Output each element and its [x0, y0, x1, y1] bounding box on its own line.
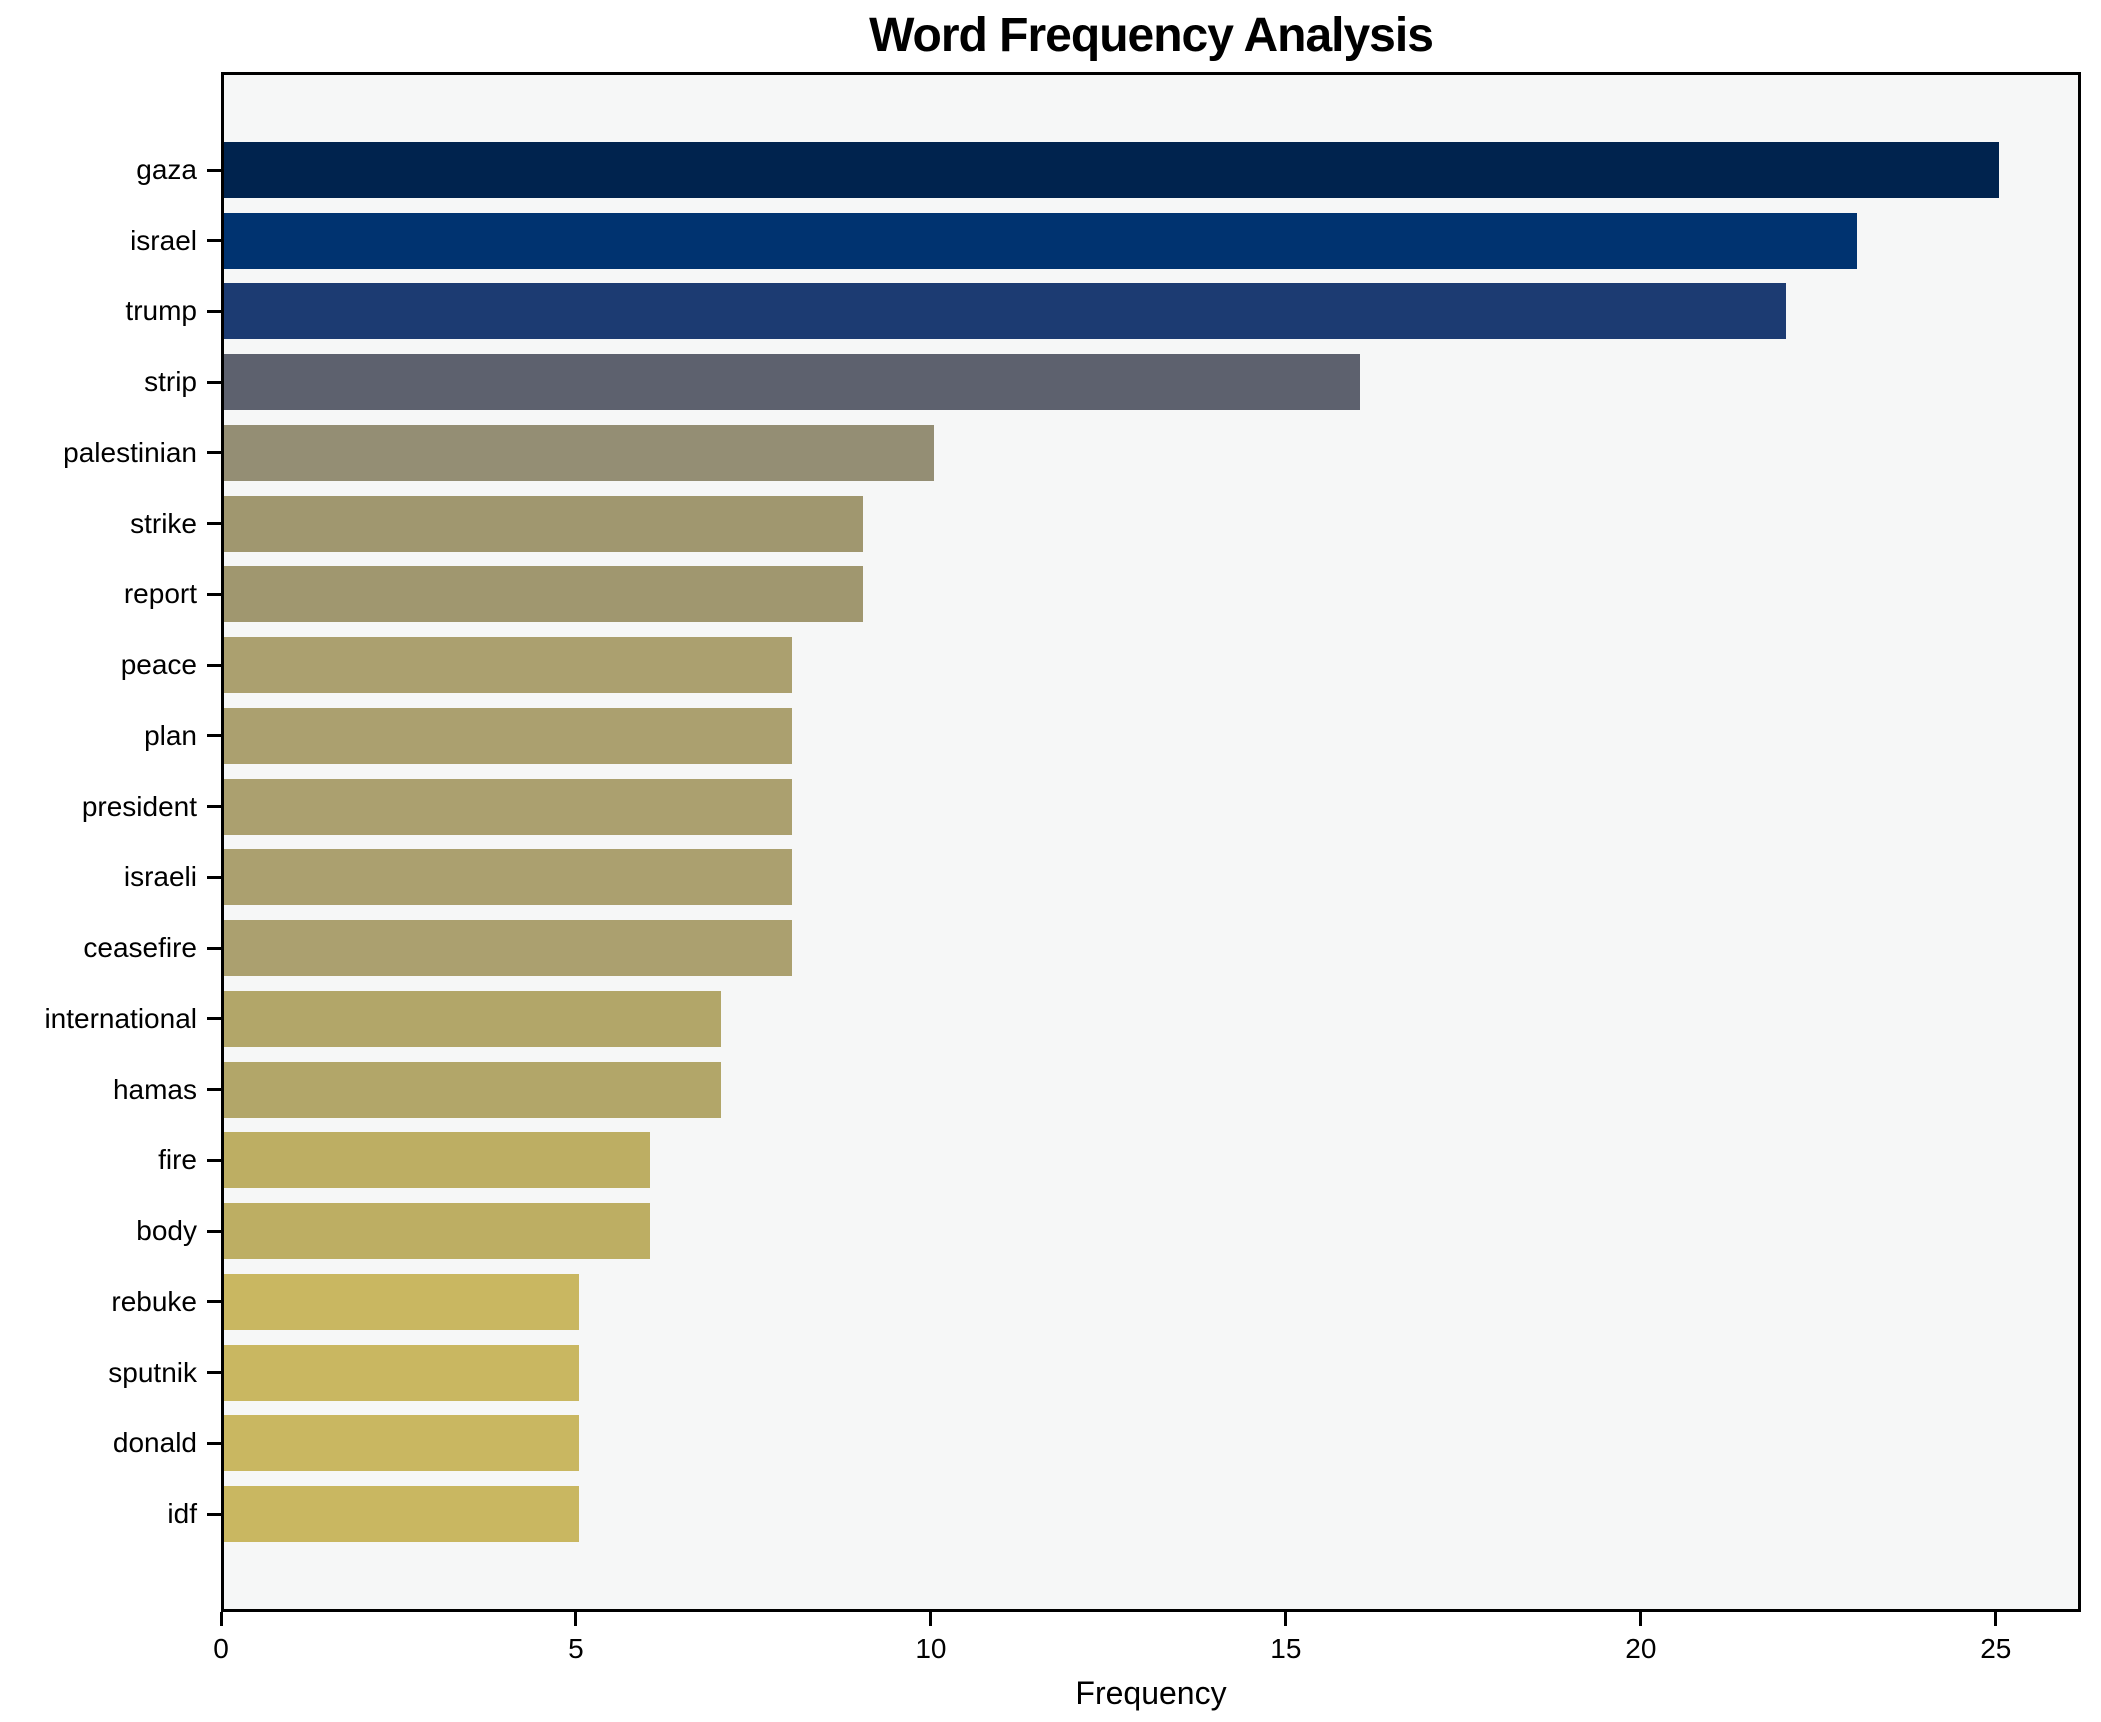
y-tick-label-trump: trump — [125, 295, 197, 327]
y-tick-label-israel: israel — [130, 224, 197, 256]
y-tick-mark-trump — [207, 309, 221, 313]
chart-title: Word Frequency Analysis — [869, 9, 1434, 62]
bar-idf — [224, 1486, 579, 1542]
y-tick-label-hamas: hamas — [112, 1073, 197, 1105]
y-tick-label-peace: peace — [120, 649, 197, 681]
y-tick-label-international: international — [44, 1002, 197, 1034]
plot-area — [221, 72, 2081, 1612]
bar-gaza — [224, 142, 1999, 198]
y-tick-mark-palestinian — [207, 451, 221, 455]
y-tick-mark-gaza — [207, 168, 221, 172]
y-tick-label-strike: strike — [130, 507, 197, 539]
x-tick-mark-10 — [929, 1612, 933, 1626]
y-tick-mark-donald — [207, 1441, 221, 1445]
bar-report — [224, 566, 863, 623]
y-tick-label-ceasefire: ceasefire — [83, 932, 197, 964]
bar-plan — [224, 707, 792, 764]
y-tick-label-gaza: gaza — [136, 154, 197, 185]
y-tick-label-donald: donald — [112, 1427, 197, 1459]
bar-donald — [224, 1415, 579, 1472]
y-tick-mark-ceasefire — [207, 946, 221, 950]
y-tick-label-idf: idf — [167, 1498, 197, 1529]
x-tick-mark-20 — [1639, 1612, 1643, 1626]
x-tick-label-0: 0 — [213, 1633, 229, 1664]
y-tick-mark-report — [207, 592, 221, 596]
y-tick-mark-international — [207, 1017, 221, 1021]
x-tick-label-20: 20 — [1625, 1633, 1657, 1664]
y-tick-mark-president — [207, 805, 221, 809]
x-tick-label-15: 15 — [1270, 1633, 1302, 1664]
y-tick-mark-israel — [207, 239, 221, 243]
y-tick-mark-sputnik — [207, 1371, 221, 1375]
y-tick-mark-plan — [207, 734, 221, 738]
bar-body — [224, 1203, 650, 1260]
y-tick-mark-strip — [207, 380, 221, 384]
x-tick-mark-0 — [219, 1612, 223, 1626]
bar-hamas — [224, 1061, 721, 1118]
y-tick-label-body: body — [136, 1215, 197, 1247]
bar-israeli — [224, 849, 792, 906]
bar-president — [224, 778, 792, 835]
y-tick-mark-israeli — [207, 875, 221, 879]
x-tick-label-5: 5 — [568, 1633, 584, 1664]
x-tick-label-10: 10 — [915, 1633, 947, 1664]
bar-rebuke — [224, 1273, 579, 1330]
bar-fire — [224, 1132, 650, 1189]
y-tick-label-plan: plan — [144, 719, 197, 751]
bar-ceasefire — [224, 920, 792, 977]
y-tick-label-president: president — [81, 790, 197, 822]
bar-israel — [224, 212, 1857, 269]
x-tick-mark-5 — [574, 1612, 578, 1626]
y-tick-mark-rebuke — [207, 1300, 221, 1304]
x-tick-mark-25 — [1994, 1612, 1998, 1626]
y-tick-mark-fire — [207, 1158, 221, 1162]
y-tick-label-strip: strip — [144, 366, 197, 398]
y-tick-label-sputnik: sputnik — [108, 1356, 197, 1388]
y-tick-mark-peace — [207, 663, 221, 667]
y-tick-mark-idf — [207, 1512, 221, 1516]
bar-strike — [224, 495, 863, 552]
bar-strip — [224, 354, 1360, 411]
y-tick-label-fire: fire — [158, 1144, 197, 1176]
x-axis-label: Frequency — [1075, 1675, 1227, 1711]
bar-trump — [224, 283, 1786, 340]
y-tick-label-palestinian: palestinian — [63, 436, 197, 468]
y-tick-label-israeli: israeli — [123, 861, 197, 893]
y-tick-label-report: report — [123, 578, 197, 610]
y-tick-mark-body — [207, 1229, 221, 1233]
y-tick-mark-hamas — [207, 1088, 221, 1092]
x-tick-mark-15 — [1284, 1612, 1288, 1626]
bar-international — [224, 990, 721, 1047]
y-tick-mark-strike — [207, 522, 221, 526]
x-tick-label-25: 25 — [1980, 1633, 2012, 1664]
bar-sputnik — [224, 1344, 579, 1401]
bar-palestinian — [224, 424, 934, 481]
y-tick-label-rebuke: rebuke — [111, 1285, 197, 1317]
bar-peace — [224, 637, 792, 694]
